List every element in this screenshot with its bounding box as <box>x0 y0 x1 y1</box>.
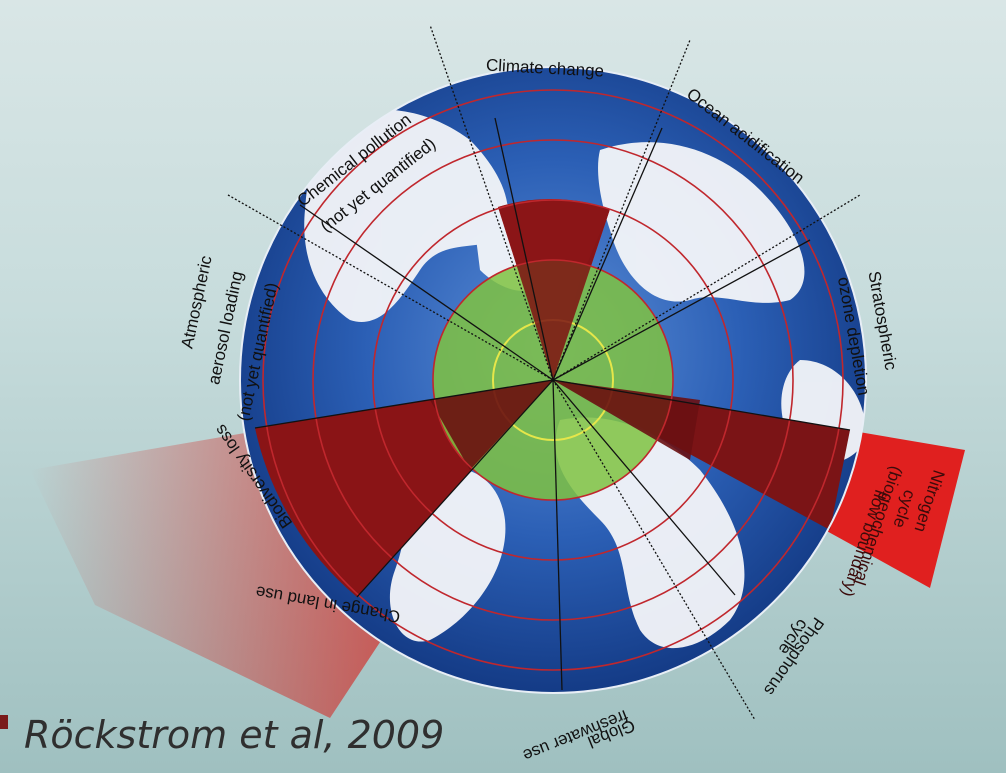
globe-outline <box>239 66 867 694</box>
inner-overshoot-nitrogen <box>553 380 700 460</box>
label-stratospheric-ozone-1: Stratospheric <box>864 270 900 372</box>
inner-overshoot-climate <box>498 199 610 380</box>
boundary-rings <box>262 89 844 671</box>
label-aerosol-1: Atmospheric <box>178 253 216 350</box>
slide-bullet-mark <box>0 715 8 729</box>
sector-dividers <box>227 24 861 721</box>
citation: Röckstrom et al, 2009 <box>24 713 445 757</box>
inner-overshoot-biodiversity <box>430 380 553 470</box>
